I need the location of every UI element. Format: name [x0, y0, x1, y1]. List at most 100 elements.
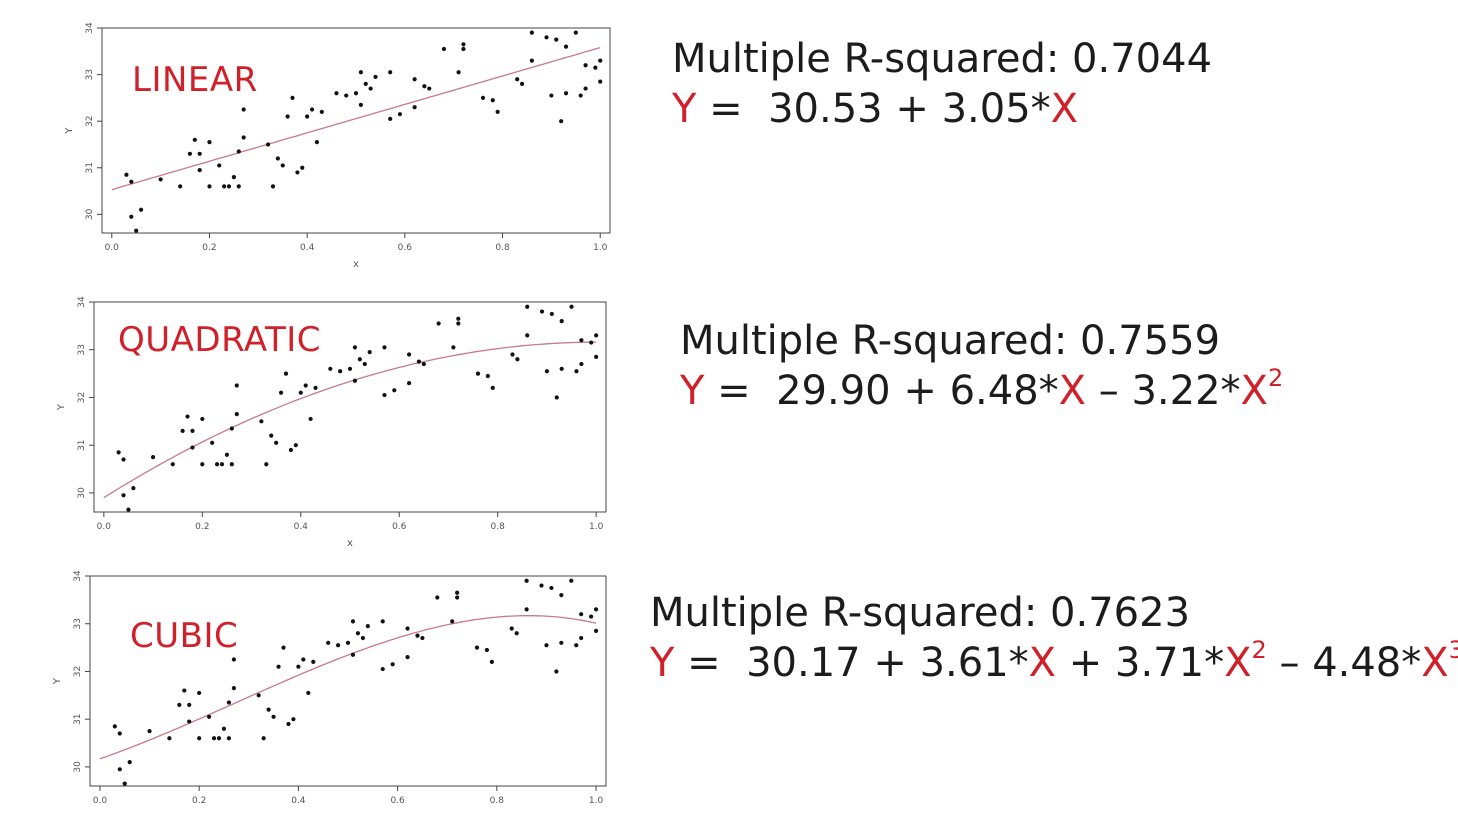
- plot-frame: [89, 575, 607, 787]
- data-point: [226, 736, 232, 741]
- x-tick-label: 0.6: [390, 796, 405, 806]
- data-point: [579, 361, 584, 367]
- y-tick-label: 31: [77, 439, 87, 450]
- data-point: [559, 119, 564, 124]
- x-tick-label: 0.2: [202, 243, 216, 253]
- data-point: [578, 93, 583, 98]
- data-point: [122, 781, 127, 786]
- data-point: [579, 338, 584, 343]
- data-point: [231, 174, 236, 180]
- data-point: [368, 86, 373, 91]
- data-point: [271, 714, 276, 719]
- stats-linear: Multiple R-squared: 0.7044 Y = 30.53 + 3…: [672, 36, 1212, 132]
- x-tick-label: 0.2: [195, 522, 209, 532]
- data-point: [117, 767, 122, 772]
- data-point: [421, 361, 426, 367]
- data-point: [266, 707, 271, 712]
- data-point: [206, 714, 212, 719]
- data-point: [489, 659, 494, 665]
- data-point: [314, 140, 320, 145]
- data-point: [583, 86, 588, 91]
- plot-frame: [101, 27, 611, 234]
- data-point: [226, 184, 232, 189]
- data-point: [569, 578, 574, 583]
- data-point: [187, 702, 192, 707]
- data-point: [290, 95, 295, 100]
- y-tick-label: 31: [85, 162, 95, 173]
- data-point: [422, 84, 427, 89]
- data-point: [549, 93, 554, 98]
- data-point: [229, 426, 234, 431]
- x-tick-label: 0.4: [291, 796, 306, 806]
- data-point: [388, 70, 393, 75]
- data-point: [350, 652, 356, 657]
- x-tick-label: 1.0: [593, 243, 608, 253]
- data-point: [350, 619, 356, 624]
- data-point: [293, 443, 298, 448]
- data-point: [241, 107, 246, 112]
- data-point: [197, 736, 202, 741]
- data-point: [264, 462, 269, 467]
- data-point: [177, 702, 182, 707]
- data-point: [524, 607, 529, 612]
- data-point: [344, 93, 349, 98]
- data-point: [207, 184, 212, 189]
- data-point: [450, 619, 455, 624]
- data-point: [278, 390, 284, 395]
- data-point: [269, 433, 274, 438]
- data-point: [420, 635, 425, 641]
- data-point: [274, 440, 279, 445]
- data-point: [280, 163, 285, 168]
- data-point: [217, 163, 222, 168]
- y-tick-label: 34: [77, 296, 87, 308]
- y-axis-label: Y: [56, 403, 67, 411]
- data-point: [231, 686, 236, 691]
- data-point: [131, 486, 136, 491]
- data-point: [593, 628, 599, 633]
- data-point: [519, 81, 525, 87]
- data-point: [382, 345, 387, 350]
- data-point: [298, 390, 303, 395]
- data-point: [441, 46, 447, 52]
- stats-cubic: Multiple R-squared: 0.7623 Y = 30.17 + 3…: [650, 590, 1458, 686]
- data-point: [549, 585, 554, 591]
- data-point: [554, 37, 559, 42]
- data-point: [435, 595, 440, 600]
- data-point: [455, 590, 460, 595]
- data-point: [222, 184, 227, 189]
- data-point: [515, 357, 520, 362]
- data-point: [461, 42, 466, 47]
- equation-linear: Y = 30.53 + 3.05*X: [672, 86, 1079, 132]
- x-tick-label: 1.0: [589, 796, 604, 806]
- data-point: [127, 760, 132, 765]
- y-tick-label: 30: [85, 208, 95, 220]
- data-point: [539, 309, 545, 314]
- data-point: [392, 388, 397, 393]
- r-squared-linear: Multiple R-squared: 0.7044: [672, 36, 1213, 82]
- data-point: [216, 736, 222, 741]
- data-point: [514, 631, 519, 636]
- y-tick-label: 32: [85, 115, 95, 126]
- x-tick-label: 0.6: [392, 522, 407, 532]
- data-point: [569, 304, 574, 309]
- data-point: [554, 395, 559, 400]
- data-point: [200, 416, 205, 422]
- data-point: [574, 369, 579, 374]
- data-point: [490, 385, 495, 391]
- data-point: [583, 63, 588, 68]
- equation-quadratic: Y = 29.90 + 6.48*X – 3.22*X2: [680, 364, 1284, 414]
- data-point: [456, 316, 461, 321]
- data-point: [544, 35, 549, 40]
- data-point: [150, 455, 156, 460]
- data-point: [219, 462, 225, 467]
- data-point: [224, 452, 230, 457]
- data-point: [480, 95, 486, 100]
- data-point: [524, 578, 529, 583]
- data-point: [226, 700, 232, 705]
- data-point: [539, 583, 544, 588]
- data-point: [367, 350, 372, 355]
- data-point: [236, 184, 241, 189]
- data-point: [334, 91, 339, 96]
- data-point: [456, 70, 461, 75]
- data-point: [406, 352, 412, 357]
